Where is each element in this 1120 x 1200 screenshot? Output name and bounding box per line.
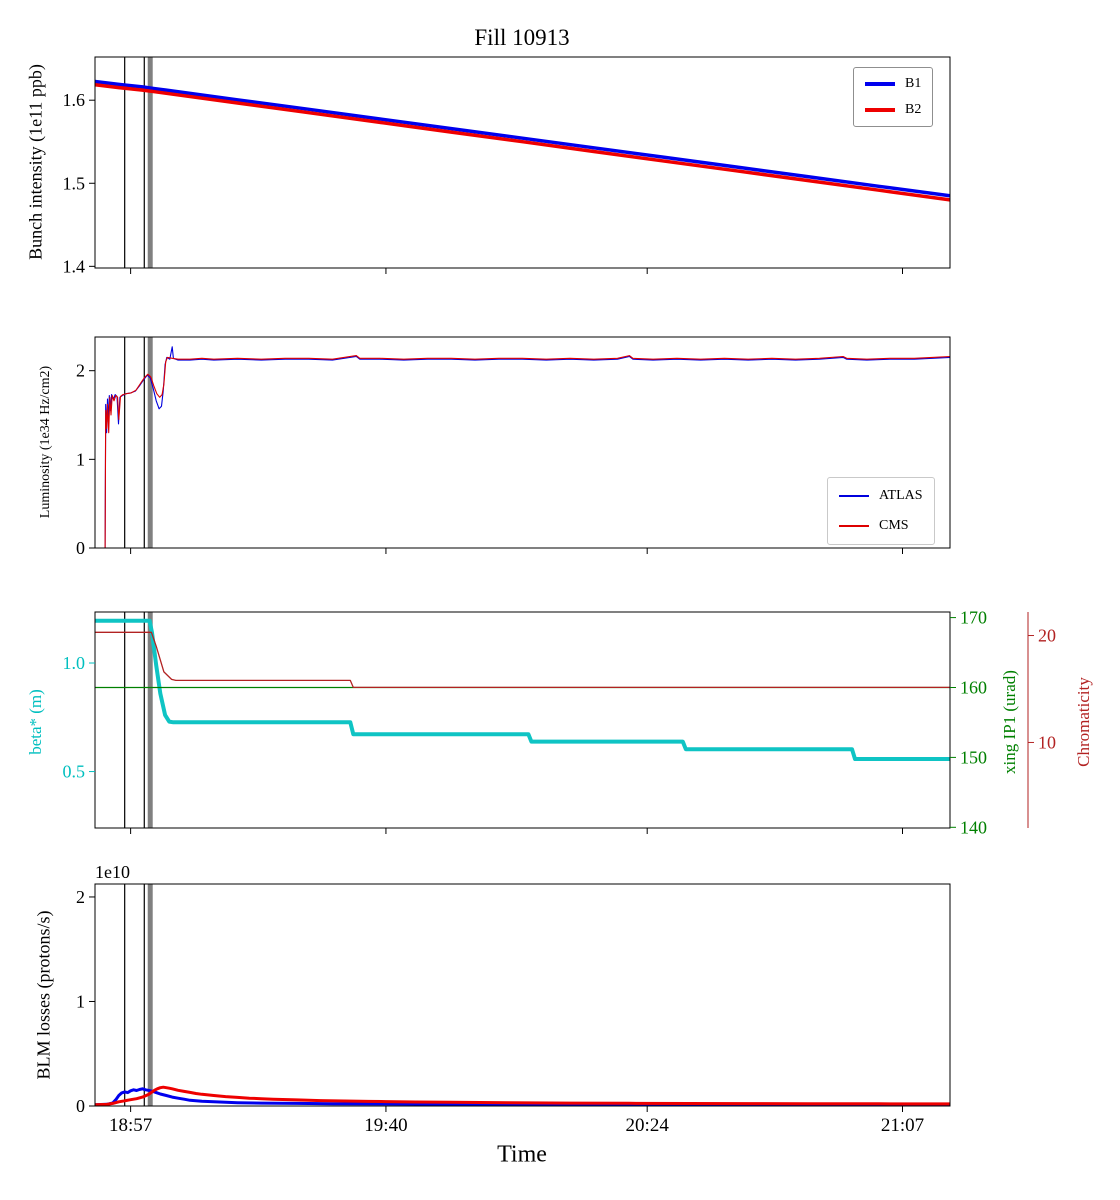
legend-entry-atlas: ATLAS — [839, 488, 923, 504]
axes-frame — [94, 611, 951, 829]
axes-frame — [94, 56, 951, 269]
panel-blm-losses: 18:57 19:40 20:24 21:07 0 1 2 — [76, 883, 951, 1136]
series-B2 — [95, 83, 950, 202]
series-B2 losses — [95, 1085, 950, 1106]
legend-line-b2 — [865, 108, 895, 112]
y-tick-label: 1.5 — [63, 173, 86, 193]
y-offset-text: 1e10 — [95, 862, 130, 882]
y-tick-label: 1 — [76, 991, 85, 1011]
legend-line-cms — [839, 525, 869, 527]
y-tick-label: 1 — [76, 449, 85, 469]
panel-luminosity: 0 1 2 — [76, 336, 951, 558]
y-tick-label: 0.5 — [63, 762, 86, 782]
figure-title: Fill 10913 — [474, 25, 570, 50]
y-tick-label: 2 — [76, 887, 85, 907]
legend-bunch-intensity: B1 B2 — [853, 67, 934, 127]
y-tick-label: 1.4 — [63, 256, 86, 276]
x-tick-label: 18:57 — [109, 1115, 152, 1136]
y-tick-label: 1.0 — [63, 653, 86, 673]
ylabel-chromaticity: Chromaticity — [1074, 677, 1093, 767]
series-ATLAS — [95, 346, 950, 548]
legend-label-cms: CMS — [879, 518, 909, 533]
x-tick-label: 20:24 — [626, 1115, 670, 1136]
y-tick-label: 20 — [1038, 626, 1056, 646]
ylabel-xing-ip1: xing IP1 (urad) — [1000, 670, 1019, 774]
y-tick-label: 10 — [1038, 732, 1056, 752]
legend-label-b1: B1 — [905, 76, 922, 91]
y-tick-label: 140 — [960, 817, 987, 837]
legend-luminosity: ATLAS CMS — [827, 477, 935, 545]
panel-optics: 0.5 1.0 140 150 160 170 10 20 — [63, 608, 1057, 838]
series-beta* — [95, 618, 950, 761]
ylabel-luminosity: Luminosity (1e34 Hz/cm2) — [38, 365, 53, 519]
y-tick-label: 160 — [960, 677, 987, 697]
ylabel-beta-star: beta* (m) — [26, 689, 45, 755]
legend-label-b2: B2 — [905, 102, 922, 117]
legend-label-atlas: ATLAS — [879, 488, 923, 503]
ylabel-bunch-intensity: Bunch intensity (1e11 ppb) — [25, 64, 46, 260]
xlabel-time: Time — [497, 1141, 547, 1168]
axes-frame — [94, 336, 951, 549]
y-tick-label: 1.6 — [63, 90, 86, 110]
legend-entry-b1: B1 — [865, 76, 921, 92]
legend-line-b1 — [865, 82, 895, 86]
panel-bunch-intensity: 1.4 1.5 1.6 — [63, 56, 951, 276]
y-tick-label: 0 — [76, 1096, 85, 1116]
series-B1 — [95, 79, 950, 198]
series-Chromaticity — [95, 631, 950, 689]
ylabel-blm-losses: BLM losses (protons/s) — [33, 910, 54, 1080]
axes-frame — [94, 883, 951, 1107]
y-tick-label: 0 — [76, 538, 85, 558]
legend-entry-b2: B2 — [865, 102, 921, 118]
x-tick-label: 19:40 — [364, 1115, 407, 1136]
y-tick-label: 170 — [960, 608, 987, 628]
x-tick-label: 21:07 — [881, 1115, 924, 1136]
legend-line-atlas — [839, 495, 869, 497]
series-CMS — [95, 355, 950, 548]
y-tick-label: 2 — [76, 361, 85, 381]
y-tick-label: 150 — [960, 747, 987, 767]
series-B1 losses — [95, 1087, 950, 1106]
legend-entry-cms: CMS — [839, 518, 923, 534]
